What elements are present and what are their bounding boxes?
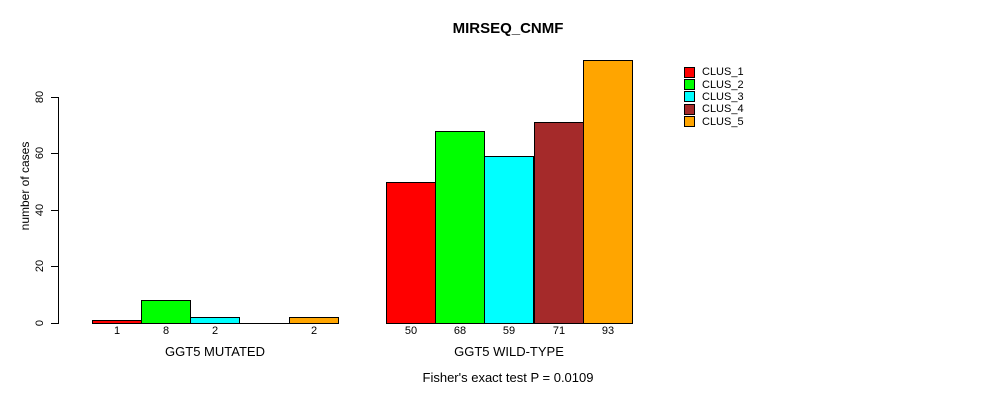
- y-tick: [51, 210, 58, 211]
- legend-swatch-clus_1: [684, 66, 695, 78]
- bar-value-label: 2: [310, 325, 318, 337]
- bar-clus_5-wild-type: [583, 60, 633, 324]
- legend-swatch-clus_3: [684, 91, 695, 103]
- bar-clus_3-wild-type: [484, 156, 534, 324]
- fisher-test-annotation: Fisher's exact test P = 0.0109: [422, 370, 594, 385]
- legend-label: CLUS_2: [702, 78, 744, 91]
- bar-value-label: 59: [502, 325, 516, 337]
- group-label-mutated: GGT5 MUTATED: [165, 344, 265, 359]
- bar-value-label: 68: [453, 325, 467, 337]
- y-tick: [51, 323, 58, 324]
- bar-clus_3-mutated: [190, 317, 240, 324]
- legend-row: CLUS_3: [684, 91, 744, 103]
- legend-row: CLUS_2: [684, 78, 744, 91]
- y-tick-label: 40: [34, 203, 46, 217]
- legend-label: CLUS_4: [702, 103, 744, 116]
- bar-clus_5-mutated: [289, 317, 339, 324]
- y-tick: [51, 153, 58, 154]
- legend-row: CLUS_4: [684, 103, 744, 115]
- bar-clus_2-wild-type: [435, 131, 485, 324]
- bar-value-label: 1: [113, 325, 121, 337]
- bar-value-label: 50: [404, 325, 418, 337]
- legend-swatch-clus_4: [684, 103, 695, 115]
- y-tick: [51, 266, 58, 267]
- bar-clus_1-wild-type: [386, 182, 436, 324]
- legend-swatch-clus_2: [684, 79, 695, 91]
- group-label-wild-type: GGT5 WILD-TYPE: [454, 344, 564, 359]
- y-axis-line: [58, 97, 59, 324]
- bar-clus_1-mutated: [92, 320, 142, 324]
- plot-title: MIRSEQ_CNMF: [452, 20, 564, 37]
- legend-swatch-clus_5: [684, 116, 695, 128]
- bar-value-label: 8: [162, 325, 170, 337]
- y-tick-label: 60: [34, 146, 46, 160]
- bar-clus_4-wild-type: [534, 122, 584, 324]
- y-tick: [51, 97, 58, 98]
- legend-label: CLUS_1: [702, 66, 744, 79]
- y-tick-label: 0: [34, 319, 46, 327]
- bar-value-label: 93: [601, 325, 615, 337]
- bar-clus_2-mutated: [141, 300, 191, 324]
- legend-label: CLUS_3: [702, 90, 744, 103]
- bar-value-label: 2: [211, 325, 219, 337]
- y-axis-label: number of cases: [18, 141, 32, 231]
- y-tick-label: 20: [34, 259, 46, 273]
- legend-row: CLUS_1: [684, 66, 744, 78]
- legend-label: CLUS_5: [702, 115, 744, 128]
- bar-value-label: 71: [552, 325, 566, 337]
- y-tick-label: 80: [34, 90, 46, 104]
- bar-clus_4-mutated: [239, 323, 289, 324]
- legend: CLUS_1 CLUS_2 CLUS_3 CLUS_4 CLUS_5: [684, 66, 744, 128]
- legend-row: CLUS_5: [684, 116, 744, 128]
